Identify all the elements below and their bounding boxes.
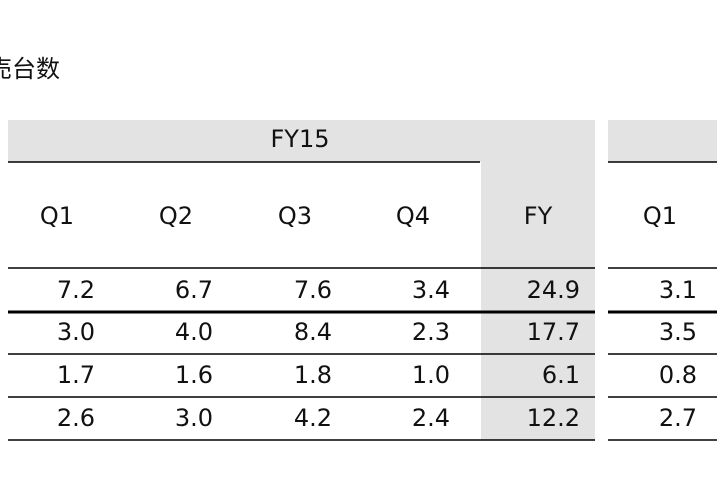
cell: 8.4 bbox=[294, 318, 332, 346]
cell: 2.6 bbox=[57, 404, 95, 432]
cell: 6.1 bbox=[542, 361, 580, 389]
cell: 2.3 bbox=[412, 318, 450, 346]
column-header: Q1 bbox=[40, 202, 74, 230]
cell: 17.7 bbox=[527, 318, 580, 346]
cell: 3.5 bbox=[659, 318, 697, 346]
cell: 3.0 bbox=[57, 318, 95, 346]
column-header: FY bbox=[524, 202, 553, 230]
group-header: FY15 bbox=[270, 125, 329, 153]
cell: 12.2 bbox=[527, 404, 580, 432]
cell: 3.0 bbox=[175, 404, 213, 432]
cell: 2.4 bbox=[412, 404, 450, 432]
fy-column-band bbox=[481, 162, 595, 440]
cell: 4.0 bbox=[175, 318, 213, 346]
cell: 7.2 bbox=[57, 276, 95, 304]
cell: 24.9 bbox=[527, 276, 580, 304]
column-header: Q3 bbox=[278, 202, 312, 230]
title: 売台数 bbox=[0, 55, 60, 83]
cell: 0.8 bbox=[659, 361, 697, 389]
group-header-band bbox=[608, 120, 717, 162]
cell: 7.6 bbox=[294, 276, 332, 304]
cell: 1.6 bbox=[175, 361, 213, 389]
cell: 2.7 bbox=[659, 404, 697, 432]
column-header: Q4 bbox=[396, 202, 430, 230]
cell: 6.7 bbox=[175, 276, 213, 304]
cell: 1.7 bbox=[57, 361, 95, 389]
group-header-band bbox=[8, 120, 595, 162]
cell: 4.2 bbox=[294, 404, 332, 432]
column-header: Q2 bbox=[159, 202, 193, 230]
cell: 1.0 bbox=[412, 361, 450, 389]
cell: 1.8 bbox=[294, 361, 332, 389]
cell: 3.1 bbox=[659, 276, 697, 304]
column-header: Q1 bbox=[643, 202, 677, 230]
cell: 3.4 bbox=[412, 276, 450, 304]
